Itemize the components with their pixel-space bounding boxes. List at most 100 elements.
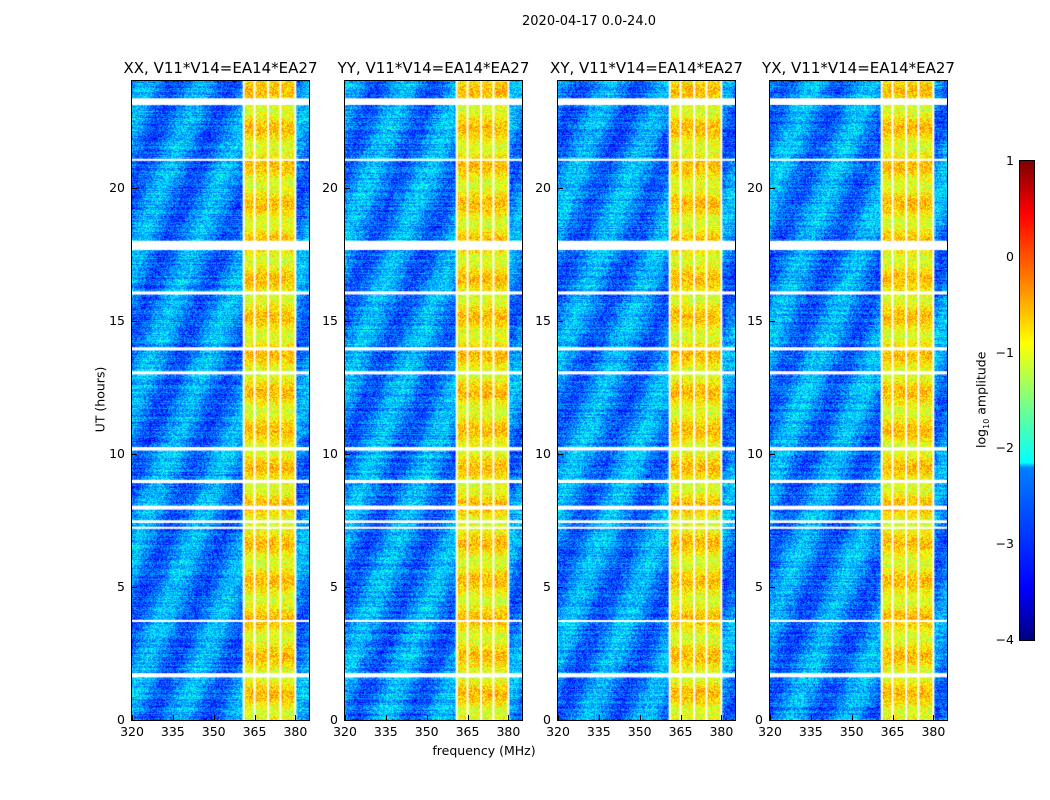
y-tick-mark: [558, 720, 563, 721]
x-tick-mark: [426, 715, 428, 720]
y-tick-mark: [345, 320, 350, 322]
x-tick-label: 365: [668, 724, 693, 739]
y-tick-mark: [345, 586, 350, 588]
y-tick-label: 5: [330, 578, 338, 594]
x-tick-mark: [132, 715, 133, 720]
y-axis-label: UT (hours): [92, 366, 108, 433]
y-tick-mark: [132, 453, 137, 455]
x-tick-label: 365: [242, 724, 267, 739]
y-tick-mark: [770, 586, 775, 588]
x-tick-mark: [385, 715, 387, 720]
x-tick-mark: [345, 715, 346, 720]
x-tick-label: 335: [373, 724, 398, 739]
y-tick-label: 20: [109, 179, 125, 195]
x-tick-mark: [680, 715, 682, 720]
y-tick-mark: [132, 320, 137, 322]
y-tick-mark: [770, 320, 775, 322]
y-tick-label: 15: [535, 312, 551, 328]
heatmap-image: [770, 81, 947, 720]
y-tick-label: 0: [330, 712, 338, 727]
x-tick-label: 335: [798, 724, 823, 739]
x-tick-mark: [892, 715, 894, 720]
x-tick-label: 320: [546, 724, 570, 739]
heatmap-image: [558, 81, 735, 720]
x-tick-mark: [508, 715, 510, 720]
x-tick-mark: [295, 715, 297, 720]
y-tick-label: 15: [747, 312, 763, 328]
x-tick-mark: [467, 715, 469, 720]
colorbar-tick-label: −4: [995, 632, 1014, 647]
y-tick-mark: [558, 586, 563, 588]
y-tick-mark: [345, 720, 350, 721]
x-tick-label: 320: [758, 724, 782, 739]
x-tick-label: 380: [496, 724, 521, 739]
x-tick-label: 380: [283, 724, 308, 739]
x-tick-mark: [558, 715, 559, 720]
panel-title: XX, V11*V14=EA14*EA27: [123, 59, 318, 77]
x-tick-mark: [639, 715, 641, 720]
colorbar-tick-label: −1: [995, 344, 1014, 360]
colorbar: [1019, 160, 1035, 641]
heatmap-panel: XY, V11*V14=EA14*EA27: [550, 59, 743, 721]
panel-title: XY, V11*V14=EA14*EA27: [550, 59, 743, 77]
y-tick-mark: [770, 720, 775, 721]
y-tick-mark: [132, 720, 137, 721]
x-tick-mark: [810, 715, 812, 720]
y-tick-mark: [132, 187, 137, 189]
heatmap-panel: YY, V11*V14=EA14*EA27: [338, 59, 529, 721]
y-tick-label: 20: [747, 179, 763, 195]
y-tick-label: 20: [535, 179, 551, 195]
panel-title: YX, V11*V14=EA14*EA27: [762, 59, 955, 77]
x-tick-mark: [721, 715, 723, 720]
y-tick-label: 0: [755, 712, 763, 727]
x-tick-mark: [213, 715, 215, 720]
y-tick-label: 5: [543, 578, 551, 594]
x-tick-label: 350: [414, 724, 439, 739]
y-tick-label: 10: [322, 445, 338, 461]
y-tick-label: 10: [109, 445, 125, 461]
x-tick-label: 320: [333, 724, 357, 739]
y-tick-label: 0: [117, 712, 125, 727]
y-tick-label: 15: [322, 312, 338, 328]
x-tick-label: 380: [921, 724, 946, 739]
y-tick-label: 15: [109, 312, 125, 328]
x-tick-label: 365: [880, 724, 905, 739]
heatmap-image: [132, 81, 309, 720]
y-tick-mark: [132, 586, 137, 588]
x-tick-label: 365: [455, 724, 480, 739]
heatmap-panel: YX, V11*V14=EA14*EA27: [762, 59, 955, 721]
y-tick-label: 10: [747, 445, 763, 461]
colorbar-tick-label: 1: [1006, 153, 1014, 168]
heatmap-image: [345, 81, 522, 720]
x-tick-label: 320: [120, 724, 144, 739]
y-tick-label: 20: [322, 179, 338, 195]
y-tick-label: 0: [543, 712, 551, 727]
x-tick-mark: [933, 715, 935, 720]
x-tick-label: 335: [586, 724, 611, 739]
y-tick-mark: [345, 187, 350, 189]
x-tick-label: 350: [839, 724, 864, 739]
colorbar-label: log10 amplitude: [973, 351, 991, 448]
y-tick-mark: [558, 453, 563, 455]
x-tick-mark: [770, 715, 771, 720]
x-axis-label: frequency (MHz): [432, 743, 536, 758]
y-tick-mark: [770, 453, 775, 455]
x-tick-label: 380: [709, 724, 734, 739]
y-tick-mark: [558, 187, 563, 189]
x-tick-label: 350: [627, 724, 652, 739]
y-tick-label: 5: [755, 578, 763, 594]
y-tick-label: 10: [535, 445, 551, 461]
x-tick-mark: [851, 715, 853, 720]
x-tick-label: 350: [201, 724, 226, 739]
x-tick-mark: [172, 715, 174, 720]
x-tick-mark: [598, 715, 600, 720]
figure-title: 2020-04-17 0.0-24.0: [522, 14, 656, 29]
colorbar-tick-label: −3: [995, 536, 1014, 552]
heatmap-panel: XX, V11*V14=EA14*EA27: [123, 59, 318, 721]
y-tick-mark: [558, 320, 563, 322]
colorbar-tick-label: 0: [1006, 248, 1014, 264]
y-tick-mark: [770, 187, 775, 189]
panel-title: YY, V11*V14=EA14*EA27: [337, 59, 530, 77]
x-tick-label: 335: [160, 724, 185, 739]
